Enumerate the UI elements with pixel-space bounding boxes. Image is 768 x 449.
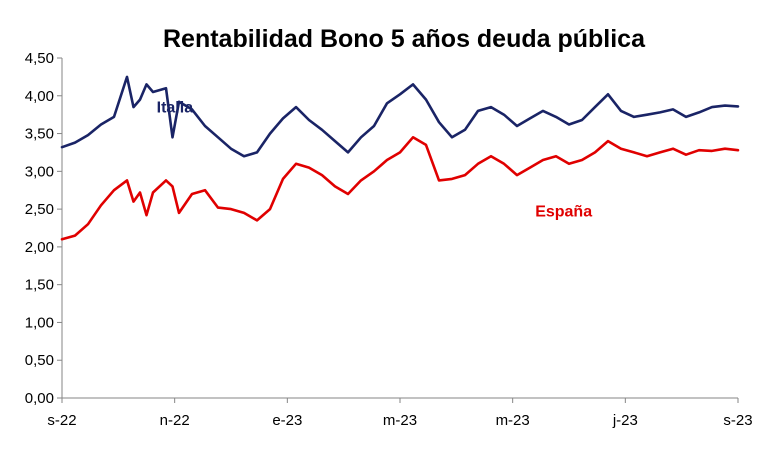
x-tick-label: s-23 bbox=[723, 412, 752, 429]
y-tick-label: 0,50 bbox=[25, 352, 54, 369]
x-tick-label: e-23 bbox=[272, 412, 302, 429]
x-tick-label: j-23 bbox=[612, 412, 638, 429]
y-tick-label: 2,50 bbox=[25, 201, 54, 218]
y-tick-label: 1,00 bbox=[25, 314, 54, 331]
axes: 0,00 0,50 1,00 1,50 2,00 2,50 3,00 3,50 4,00 4,50… bbox=[25, 50, 753, 429]
x-tick-label: m-23 bbox=[383, 412, 417, 429]
series-labels: Italia España bbox=[157, 99, 593, 220]
y-tick-label: 3,00 bbox=[25, 163, 54, 180]
series-label: España bbox=[535, 204, 592, 221]
y-tick-label: 2,00 bbox=[25, 239, 54, 256]
y-tick-label: 4,50 bbox=[25, 50, 54, 67]
y-tick-label: 0,00 bbox=[25, 390, 54, 407]
y-tick-label: 3,50 bbox=[25, 126, 54, 143]
series-line-italia bbox=[60, 75, 740, 158]
y-tick-label: 4,00 bbox=[25, 88, 54, 105]
x-tick-label: n-22 bbox=[160, 412, 190, 429]
y-tick-label: 1,50 bbox=[25, 277, 54, 294]
series-label: Italia bbox=[157, 99, 194, 116]
chart-title: Rentabilidad Bono 5 años deuda pública bbox=[163, 25, 646, 53]
x-tick-label: m-23 bbox=[496, 412, 530, 429]
series-line-espana bbox=[60, 136, 740, 241]
series-layer bbox=[60, 75, 740, 241]
x-tick-label: s-22 bbox=[47, 412, 76, 429]
